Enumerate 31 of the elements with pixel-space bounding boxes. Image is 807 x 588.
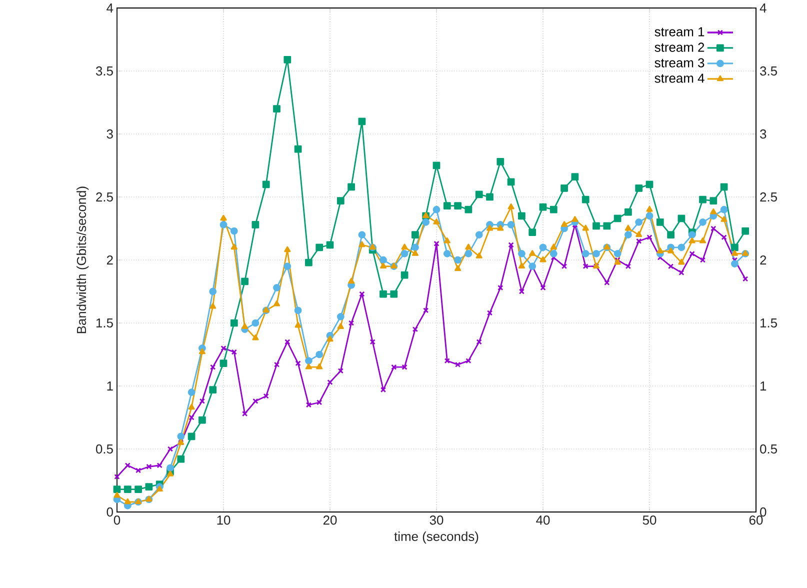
y2-tick-label: 1 — [760, 382, 766, 390]
x-axis-title: time (seconds) — [394, 532, 478, 544]
x-tick-label: 40 — [536, 516, 550, 525]
y2-tick-label: 0.5 — [760, 444, 777, 454]
y-tick-label: 2.5 — [96, 192, 113, 202]
y2-tick-label: 2.5 — [760, 192, 777, 202]
y2-tick-label: 4 — [760, 4, 766, 12]
y2-tick-label: 2 — [760, 255, 766, 265]
y-axis-title: Bandwidth (Gbits/second) — [76, 186, 89, 334]
x-tick-label: 0 — [114, 516, 120, 525]
x-tick-label: 50 — [642, 516, 656, 525]
legend-label: stream 1 — [654, 27, 704, 36]
y-tick-label: 3 — [106, 129, 113, 139]
x-tick-label: 30 — [430, 516, 444, 525]
x-tick-label: 20 — [323, 516, 337, 525]
x-tick-label: 60 — [749, 516, 763, 525]
legend-label: stream 4 — [654, 74, 704, 83]
legend-label: stream 2 — [654, 42, 704, 52]
y2-tick-label: 3 — [760, 129, 766, 139]
x-tick-label: 10 — [217, 516, 230, 525]
y-tick-label: 4 — [106, 4, 114, 12]
y-tick-label: 1 — [107, 382, 113, 390]
y-tick-label: 1.5 — [96, 318, 113, 328]
y2-tick-label: 1.5 — [760, 318, 777, 328]
y-tick-label: 0.5 — [96, 444, 113, 454]
y-tick-label: 0 — [106, 507, 113, 517]
y-tick-label: 3.5 — [96, 66, 113, 76]
y-tick-label: 2 — [106, 255, 113, 265]
y2-tick-label: 0 — [760, 507, 766, 517]
y2-tick-label: 3.5 — [760, 66, 777, 76]
legend-label: stream 3 — [654, 58, 704, 68]
